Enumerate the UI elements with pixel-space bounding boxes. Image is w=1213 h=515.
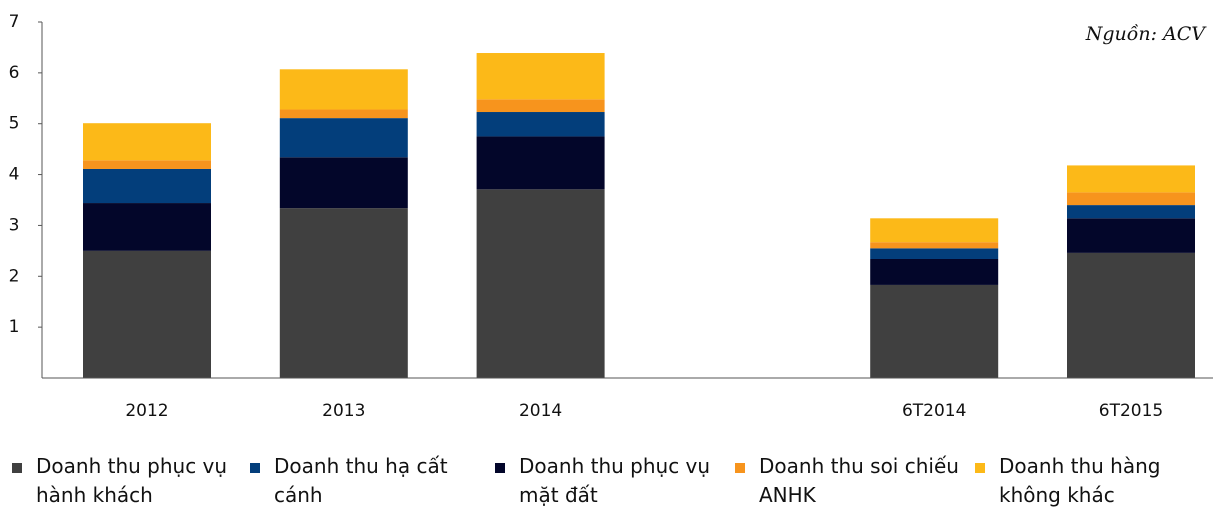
legend-item: Doanh thu soi chiếu ANHK bbox=[735, 452, 960, 510]
bar-segment bbox=[870, 284, 999, 378]
y-tick-label: 2 bbox=[9, 266, 20, 286]
bar-segment bbox=[279, 109, 408, 119]
bar-segment bbox=[1067, 205, 1195, 219]
bar-segment bbox=[870, 258, 999, 285]
bar-segment bbox=[1067, 192, 1195, 206]
bar-segment bbox=[83, 160, 211, 169]
bar-segment bbox=[1067, 252, 1195, 378]
legend-label: Doanh thu phục vụ mặt đất bbox=[519, 454, 711, 507]
bar-segment bbox=[476, 53, 605, 100]
bar-segment bbox=[1067, 165, 1195, 193]
bar-segment bbox=[870, 248, 999, 259]
y-tick-label: 5 bbox=[9, 114, 20, 134]
y-tick-label: 3 bbox=[9, 215, 20, 235]
legend-item: Doanh thu hạ cất cánh bbox=[250, 452, 475, 510]
legend-label: Doanh thu soi chiếu ANHK bbox=[759, 454, 959, 507]
legend-swatch bbox=[975, 463, 985, 473]
bar-segment bbox=[279, 157, 408, 209]
bar-segment bbox=[83, 203, 211, 251]
legend-label: Doanh thu hạ cất cánh bbox=[274, 454, 448, 507]
bar-segment bbox=[1067, 218, 1195, 253]
x-tick-label: 2014 bbox=[519, 401, 562, 421]
legend-swatch bbox=[12, 463, 22, 473]
y-tick-label: 1 bbox=[9, 317, 20, 337]
bar-segment bbox=[476, 112, 605, 137]
bar-segment bbox=[83, 123, 211, 161]
legend-item: Doanh thu hàng không khác bbox=[975, 452, 1200, 510]
bar-segment bbox=[476, 136, 605, 190]
legend-swatch bbox=[250, 463, 260, 473]
x-tick-label: 2013 bbox=[322, 401, 365, 421]
legend: Doanh thu phục vụ hành khách Doanh thu hạ… bbox=[0, 452, 1213, 515]
x-tick-label: 6T2015 bbox=[1099, 401, 1163, 421]
legend-label: Doanh thu hàng không khác bbox=[999, 454, 1161, 507]
bar-segment bbox=[279, 118, 408, 158]
x-tick-label: 2012 bbox=[125, 401, 168, 421]
legend-label: Doanh thu phục vụ hành khách bbox=[36, 454, 228, 507]
bar-segment bbox=[870, 242, 999, 249]
bar-segment bbox=[476, 99, 605, 113]
source-note: Nguồn: ACV bbox=[1085, 23, 1208, 45]
chart: Nguồn: ACV 1 2 3 4 5 6 7 2012 2013 2014 6T2014 6T20… bbox=[9, 12, 1213, 421]
legend-swatch bbox=[735, 463, 745, 473]
legend-item: Doanh thu phục vụ mặt đất bbox=[495, 452, 720, 510]
legend-item: Doanh thu phục vụ hành khách bbox=[12, 452, 237, 510]
bar-segment bbox=[279, 208, 408, 378]
y-tick-label: 4 bbox=[9, 165, 20, 185]
x-tick-label: 6T2014 bbox=[902, 401, 966, 421]
legend-swatch bbox=[495, 463, 505, 473]
y-tick-label: 7 bbox=[9, 12, 20, 32]
bar-segment bbox=[279, 69, 408, 110]
bar-segment bbox=[83, 250, 211, 378]
bar-segment bbox=[476, 189, 605, 378]
y-tick-label: 6 bbox=[9, 63, 20, 83]
bar-segment bbox=[83, 168, 211, 204]
bar-segment bbox=[870, 218, 999, 243]
